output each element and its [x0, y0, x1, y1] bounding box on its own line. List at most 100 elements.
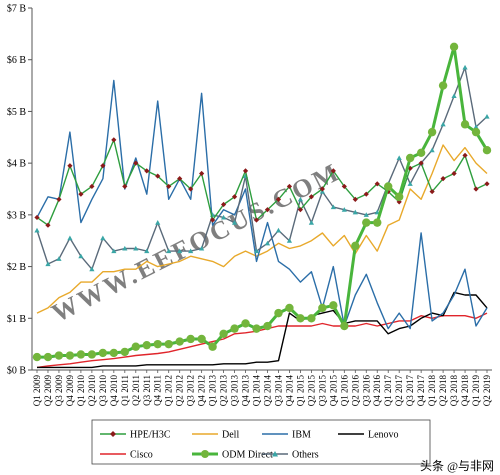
data-point — [120, 347, 130, 357]
data-point — [385, 188, 391, 195]
x-tick-label: Q2 2013 — [219, 375, 229, 407]
x-tick-label: Q4 2011 — [153, 375, 163, 406]
data-point — [166, 248, 172, 254]
data-point — [263, 321, 272, 331]
data-point — [98, 348, 108, 358]
data-point — [275, 196, 282, 202]
data-point — [462, 64, 468, 70]
x-tick-label: Q4 2012 — [197, 375, 207, 406]
data-point — [319, 186, 325, 192]
data-point — [142, 340, 151, 350]
data-point — [330, 168, 336, 174]
x-tick-label: Q4 2015 — [328, 375, 338, 407]
series-line — [36, 312, 488, 369]
data-point — [199, 245, 205, 251]
data-point — [144, 248, 150, 254]
data-point — [56, 256, 62, 261]
legend-marker — [110, 431, 116, 437]
data-point — [133, 160, 139, 166]
series-hpe-h3c — [34, 137, 490, 228]
data-point — [220, 214, 227, 220]
data-point — [330, 204, 336, 210]
data-point — [318, 303, 327, 313]
legend-item: Others — [262, 450, 319, 461]
series-line — [36, 66, 488, 270]
x-tick-label: Q4 2017 — [416, 375, 426, 407]
series-line — [37, 291, 488, 369]
credit-text: 头条 @与非网 — [420, 459, 494, 473]
chart-legend: HPE/H3C Dell IBM Lenovo Cisco ODM Direct Other… — [91, 419, 431, 465]
data-point — [67, 163, 73, 169]
data-point — [111, 248, 117, 254]
data-point — [76, 350, 86, 359]
data-point — [122, 183, 128, 190]
legend-marker — [272, 451, 278, 457]
data-point — [405, 153, 415, 163]
x-tick-label: Q1 2010 — [76, 375, 86, 407]
data-point — [451, 93, 457, 98]
data-point — [34, 227, 40, 233]
data-point — [131, 342, 140, 351]
data-point — [253, 217, 260, 223]
x-tick-label: Q2 2014 — [262, 375, 272, 407]
data-point — [351, 241, 360, 251]
data-point — [429, 188, 435, 195]
data-point — [87, 350, 97, 359]
x-tick-label: Q2 2016 — [350, 375, 360, 407]
x-tick-label: Q2 2015 — [306, 375, 316, 407]
x-tick-label: Q1 2019 — [471, 375, 481, 407]
x-tick-label: Q4 2013 — [241, 375, 251, 407]
x-tick-label: Q1 2016 — [339, 375, 349, 407]
legend-item: Dell — [192, 430, 239, 441]
data-point — [416, 148, 426, 157]
legend-box — [91, 419, 431, 465]
y-tick-label: $6 B — [7, 55, 27, 66]
data-point — [418, 160, 424, 166]
data-point — [482, 146, 492, 155]
y-tick-label: $3 B — [7, 210, 27, 221]
data-point — [164, 339, 173, 349]
x-tick-label: Q3 2009 — [54, 375, 64, 407]
data-point — [286, 183, 293, 190]
data-point — [242, 168, 249, 174]
x-tick-label: Q1 2012 — [164, 375, 174, 406]
data-point — [155, 220, 161, 225]
series-lenovo — [37, 291, 488, 369]
data-point — [473, 186, 479, 192]
data-point — [54, 351, 64, 360]
data-point — [297, 207, 304, 213]
data-point — [285, 303, 294, 313]
x-tick-label: Q1 2011 — [120, 375, 130, 406]
data-point — [56, 196, 62, 202]
x-tick-label: Q4 2016 — [372, 375, 382, 407]
y-tick-label: $1 B — [7, 314, 27, 325]
data-point — [352, 209, 358, 215]
data-point — [155, 173, 161, 179]
data-point — [122, 245, 128, 251]
y-tick-label: $5 B — [7, 107, 27, 118]
data-point — [374, 181, 380, 187]
watermark-text: WWW.EEFOCUS.COM — [47, 157, 345, 328]
data-point — [341, 207, 347, 212]
data-point — [484, 114, 490, 119]
data-point — [199, 170, 205, 177]
x-tick-label: Q3 2015 — [317, 375, 327, 407]
data-point — [78, 191, 84, 197]
legend-label: ODM Direct — [222, 450, 273, 461]
data-point — [177, 248, 183, 254]
x-tick-label: Q3 2016 — [361, 375, 371, 407]
data-point — [197, 334, 206, 344]
data-point — [297, 196, 304, 202]
y-tick-label: $0 B — [7, 366, 27, 377]
credit-watermark: 头条 @与非网 — [420, 459, 494, 473]
x-tick-label: Q4 2009 — [65, 375, 75, 407]
data-point — [78, 253, 84, 259]
data-point — [133, 245, 139, 251]
y-tick-label: $4 B — [7, 159, 27, 170]
data-point — [45, 261, 51, 267]
data-point — [427, 127, 437, 137]
data-point — [208, 342, 217, 351]
data-point — [32, 352, 42, 362]
data-point — [220, 201, 227, 208]
